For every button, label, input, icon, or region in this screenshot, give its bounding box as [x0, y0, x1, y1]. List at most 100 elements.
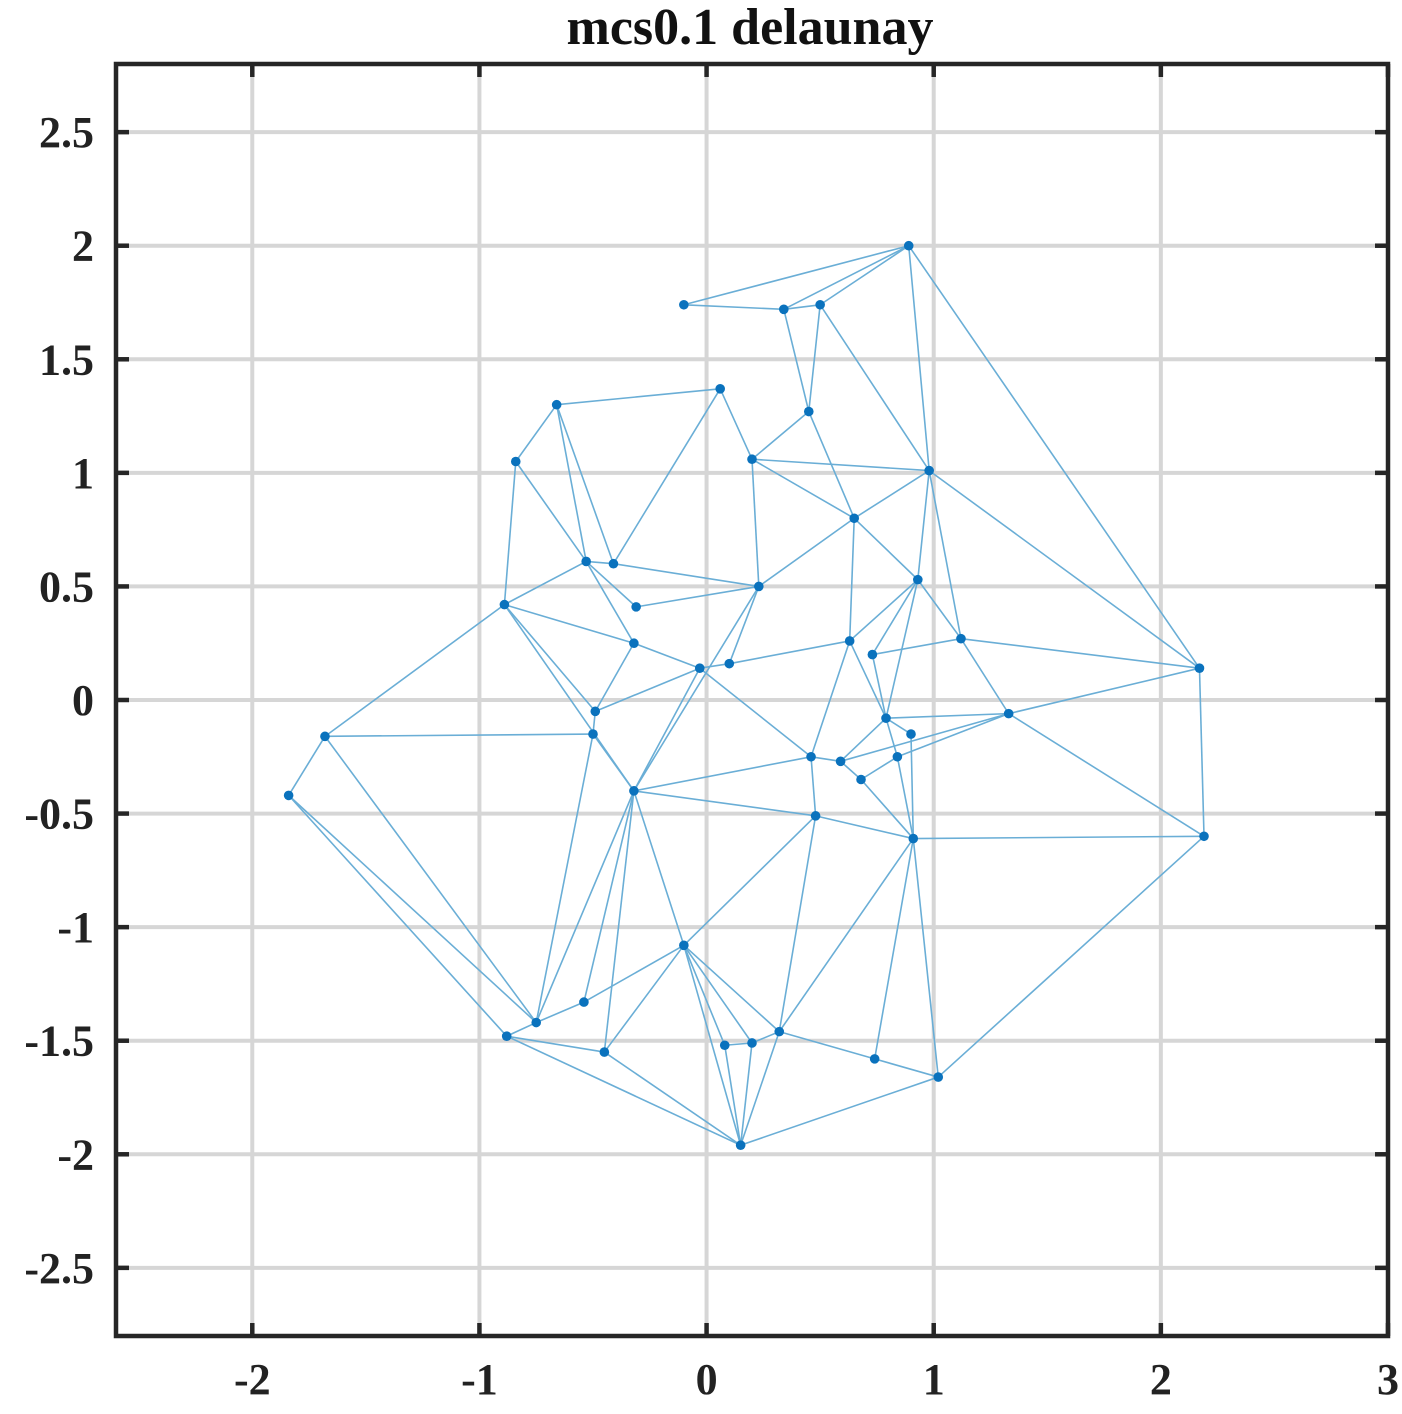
- triangulation-edge: [515, 461, 587, 562]
- triangulation-edge: [613, 562, 759, 588]
- triangulation-edge: [535, 790, 635, 1023]
- data-point: [779, 304, 789, 315]
- data-point: [747, 1038, 757, 1048]
- data-point: [810, 811, 821, 821]
- y-tick-label: 2.5: [39, 108, 94, 157]
- triangulation-edge: [585, 561, 635, 644]
- data-point: [913, 574, 923, 585]
- triangulation-edge: [719, 388, 753, 460]
- data-point: [590, 706, 601, 717]
- axis-ticks: -2 -1 0 1 2 3 2.5 2 1.5 1 0.5 0 -0.5 -1 -1.5 -2 -2.5: [24, 64, 1399, 1404]
- triangulation-edge: [917, 579, 962, 640]
- data-point: [629, 638, 639, 649]
- triangulation-edge: [699, 667, 812, 758]
- data-point: [924, 465, 934, 476]
- y-tick-label: -1.5: [24, 1017, 94, 1066]
- triangulation-edge: [633, 586, 760, 792]
- triangulation-edge: [506, 1035, 741, 1146]
- triangulation-edge: [555, 404, 587, 562]
- triangulation-edge: [840, 712, 1009, 763]
- data-points: [283, 240, 1209, 1150]
- data-point: [551, 399, 562, 410]
- data-point: [881, 713, 891, 723]
- data-point: [283, 790, 294, 801]
- data-point: [724, 658, 735, 669]
- triangulation-edge: [871, 579, 919, 655]
- y-tick-label: -2.5: [24, 1244, 94, 1293]
- x-tick-label: 2: [1150, 1355, 1172, 1404]
- triangulation-edge: [683, 944, 753, 1044]
- triangulation-edge: [740, 1076, 939, 1146]
- triangulation-edge: [683, 945, 742, 1146]
- triangulation-edge: [928, 469, 1200, 669]
- triangulation-edge: [848, 518, 856, 641]
- data-point: [869, 1054, 880, 1064]
- data-point: [754, 581, 764, 592]
- triangulation-edge: [683, 244, 909, 306]
- triangulation-edge: [1198, 668, 1205, 837]
- triangulation-edge: [585, 560, 637, 608]
- data-point: [719, 1040, 730, 1051]
- triangulation-edge: [683, 944, 780, 1033]
- y-tick-label: 1: [72, 449, 94, 498]
- data-point: [835, 756, 846, 767]
- triangulation-edge: [910, 734, 915, 839]
- triangulation-edge: [872, 637, 962, 656]
- triangulation-edges: [287, 244, 1205, 1146]
- data-point: [679, 299, 689, 310]
- triangulation-edge: [739, 1031, 781, 1146]
- triangulation-edge: [504, 603, 635, 644]
- data-point: [844, 636, 855, 646]
- triangulation-edge: [783, 309, 810, 412]
- data-point: [581, 556, 591, 567]
- triangulation-edge: [810, 755, 841, 763]
- data-point: [803, 406, 814, 417]
- triangulation-edge: [633, 790, 685, 946]
- triangulation-edge: [583, 944, 685, 1003]
- data-point: [892, 751, 903, 762]
- triangulation-edge: [503, 461, 517, 605]
- triangulation-edge: [783, 245, 910, 311]
- y-tick-label: -0.5: [24, 790, 94, 839]
- triangulation-edge: [603, 944, 685, 1053]
- data-point: [679, 940, 689, 951]
- data-point: [631, 602, 641, 612]
- triangulation-edge: [960, 637, 1200, 669]
- triangulation-edge: [819, 245, 910, 306]
- triangulation-edge: [636, 585, 759, 608]
- triangulation-edge: [897, 712, 1009, 758]
- triangulation-edge: [937, 835, 1205, 1078]
- y-tick-label: 1.5: [39, 335, 94, 384]
- triangulation-edge: [849, 579, 919, 642]
- triangulation-edge: [779, 1030, 875, 1060]
- triangulation-edge: [633, 756, 812, 792]
- triangulation-edge: [729, 640, 850, 665]
- data-point: [599, 1047, 610, 1057]
- data-point: [735, 1140, 746, 1150]
- triangulation-edge: [848, 640, 887, 719]
- triangulation-edge: [810, 756, 817, 816]
- triangulation-edge: [612, 388, 721, 565]
- plot-frame: [113, 61, 1391, 1339]
- y-tick-label: 0.5: [39, 562, 94, 611]
- triangulation-edge: [778, 815, 817, 1032]
- triangulation-edge: [912, 838, 940, 1078]
- triangulation-edge: [751, 1030, 780, 1044]
- triangulation-edge: [819, 304, 930, 472]
- triangulation-edge: [874, 1058, 939, 1078]
- y-tick-label: 0: [72, 676, 94, 725]
- data-point: [856, 774, 866, 785]
- triangulation-edge: [728, 586, 760, 664]
- data-point: [608, 558, 619, 569]
- triangulation-edge: [506, 1035, 605, 1053]
- triangulation-edge: [960, 638, 1010, 715]
- data-point: [715, 384, 725, 394]
- triangulation-edge: [751, 410, 810, 460]
- data-point: [1003, 708, 1014, 719]
- triangulation-edge: [633, 642, 701, 669]
- x-tick-label: 3: [1377, 1355, 1399, 1404]
- triangulation-edge: [751, 458, 930, 472]
- data-point: [747, 454, 757, 465]
- triangulation-edge: [807, 304, 821, 412]
- x-tick-label: -2: [234, 1355, 271, 1404]
